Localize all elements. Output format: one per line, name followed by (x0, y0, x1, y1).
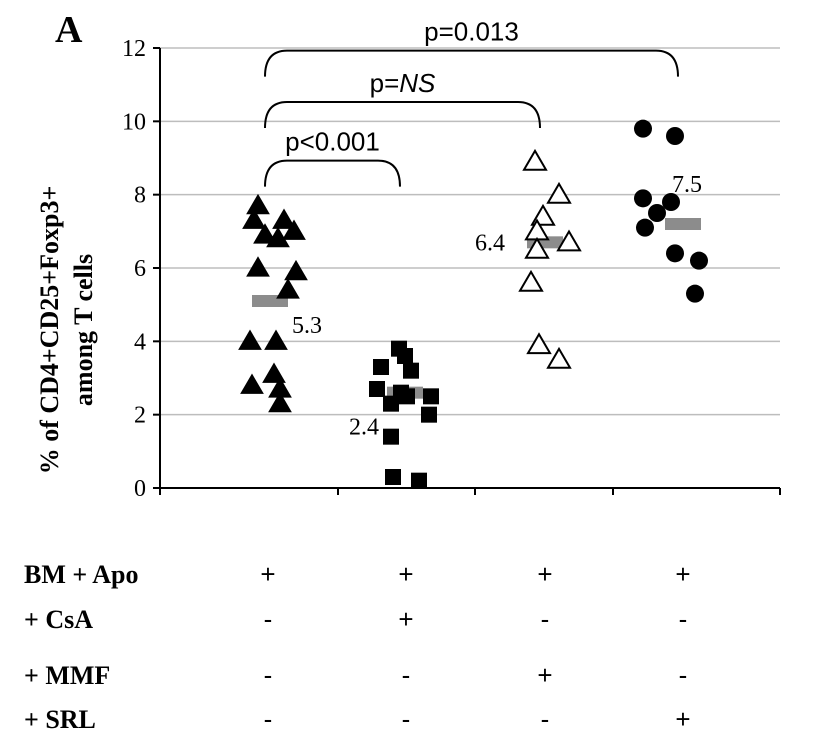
filled-triangle-marker (276, 278, 300, 299)
filled-square-marker (399, 388, 415, 405)
comparison-bracket (264, 101, 541, 129)
treatment-cell: - (264, 604, 273, 634)
mean-value-label: 2.4 (349, 415, 379, 441)
filled-circle-marker (648, 204, 666, 222)
filled-square-marker (369, 381, 385, 397)
treatment-cell: - (541, 604, 550, 634)
filled-triangle-marker (272, 208, 296, 229)
filled-triangle-marker (282, 219, 306, 240)
treatment-cell: + (398, 559, 413, 589)
filled-square-marker (397, 348, 413, 364)
treatment-cell: + (537, 559, 552, 589)
filled-square-marker (373, 359, 389, 375)
axes (153, 47, 781, 495)
y-tick-label: 6 (134, 256, 146, 282)
filled-triangle-marker (262, 362, 286, 383)
filled-square-marker (385, 469, 401, 485)
y-axis-title-line2: among T cells (69, 254, 98, 406)
p-value-prefix: p<0.001 (285, 127, 380, 157)
treatment-cell: - (264, 704, 273, 734)
p-value-label: p=NS (370, 68, 436, 98)
panel-label: A (55, 9, 83, 51)
comparison-bracket (264, 49, 679, 77)
filled-circle-marker (666, 127, 684, 145)
treatment-cell: + (675, 559, 690, 589)
filled-circle-marker (690, 251, 708, 270)
filled-triangle-marker (264, 329, 288, 350)
filled-circle-marker (636, 218, 654, 237)
filled-square-marker (421, 406, 437, 423)
filled-triangle-marker (246, 256, 270, 277)
treatment-row-label: BM + Apo (24, 560, 139, 589)
treatment-cell: + (260, 559, 275, 589)
open-triangle-marker (522, 148, 548, 171)
open-triangle-marker (546, 181, 572, 204)
filled-triangle-marker (242, 208, 266, 229)
filled-circle-marker (666, 244, 684, 263)
y-tick-label: 12 (122, 36, 146, 62)
p-value-label: p=0.013 (424, 17, 519, 47)
filled-triangle-marker (266, 226, 290, 248)
filled-triangle-marker (240, 373, 264, 394)
filled-triangle-marker (253, 223, 277, 244)
filled-circle-marker (686, 284, 704, 303)
y-tick-labels: 0 2 4 6 8 10 12 (122, 36, 146, 502)
treatment-cell: + (398, 604, 413, 634)
filled-circle-marker (634, 119, 652, 138)
mean-value-label: 6.4 (475, 230, 505, 256)
open-triangle-marker (556, 229, 582, 252)
y-tick-label: 2 (134, 403, 146, 429)
open-triangle-marker (526, 332, 552, 355)
filled-circle-marker (634, 189, 652, 208)
filled-triangle-marker (246, 193, 270, 215)
treatment-row-label: + CsA (24, 605, 93, 634)
treatment-row-label: + SRL (24, 705, 96, 734)
treatment-cell: - (402, 704, 411, 734)
y-tick-label: 8 (134, 183, 146, 209)
treatment-cell: - (264, 660, 273, 690)
y-axis-title-line1: % of CD4+CD25+Foxp3+ (35, 186, 64, 475)
filled-triangle-marker (238, 329, 262, 350)
comparison-bracket (264, 159, 401, 187)
filled-square-marker (403, 362, 419, 379)
treatment-cell: - (679, 660, 688, 690)
treatment-table: BM + Apo + + + + + CsA - + - - + MMF - - + - + SRL - - - + (24, 559, 691, 734)
p-value-italic: NS (399, 68, 436, 98)
y-tick-label: 4 (134, 329, 146, 355)
y-tick-label: 10 (122, 109, 146, 135)
filled-square-marker (423, 388, 439, 405)
treatment-cell: + (675, 704, 690, 734)
filled-square-marker (383, 395, 399, 412)
mean-labels: 5.3 2.4 6.4 7.5 (292, 172, 702, 441)
y-tick-label: 0 (134, 476, 146, 502)
treatment-cell: - (541, 704, 550, 734)
mean-value-label: 5.3 (292, 313, 322, 339)
treatment-row-label: + MMF (24, 661, 110, 690)
mean-value-label: 7.5 (672, 172, 702, 198)
p-value-prefix: p= (370, 68, 400, 98)
treatment-cell: - (679, 604, 688, 634)
significance-brackets: p<0.001 p=NS p=0.013 (264, 17, 679, 187)
mean-bar (665, 218, 701, 230)
filled-triangle-marker (284, 259, 308, 281)
treatment-cell: - (402, 660, 411, 690)
filled-circle-marker (662, 193, 680, 211)
p-value-label: p<0.001 (285, 127, 380, 157)
filled-square-marker (383, 428, 399, 445)
p-value-prefix: p=0.013 (424, 17, 519, 47)
filled-square-marker (411, 472, 427, 489)
open-triangle-marker (524, 236, 550, 259)
treatment-cell: + (537, 660, 552, 690)
open-triangle-marker (518, 269, 544, 292)
data-points (238, 119, 708, 489)
open-triangle-marker (546, 346, 572, 369)
filled-triangle-marker (268, 391, 292, 413)
